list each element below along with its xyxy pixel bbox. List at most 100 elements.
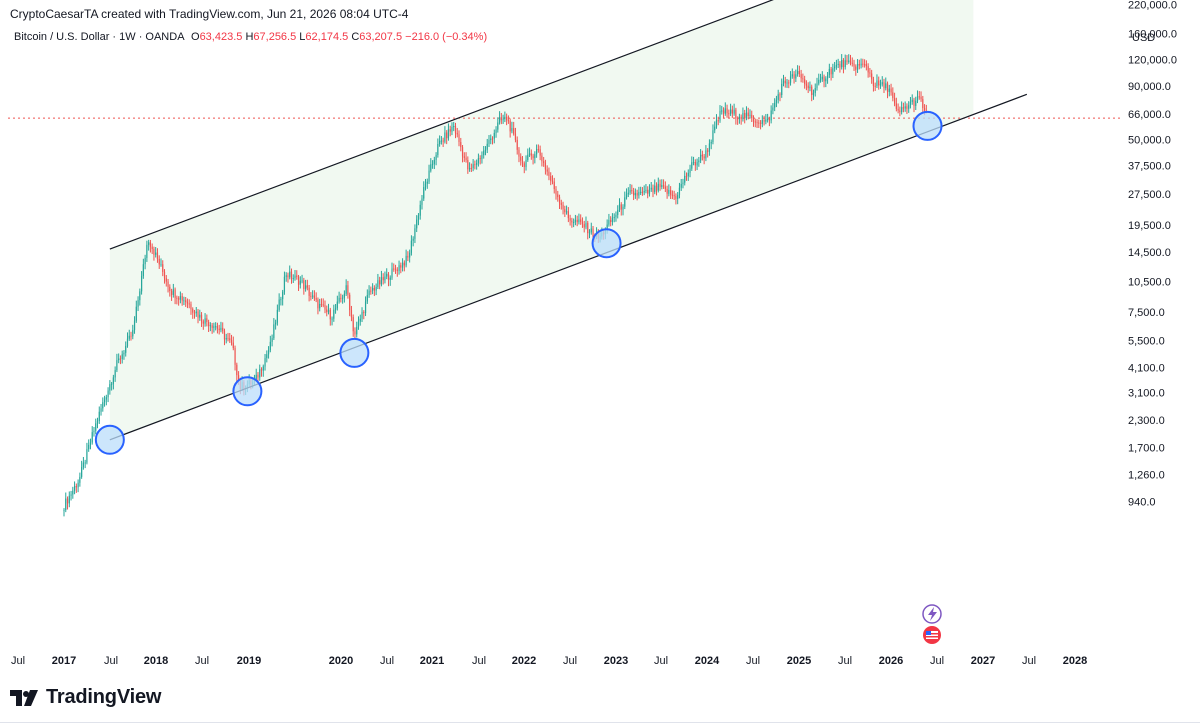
candle-body bbox=[123, 352, 125, 355]
candle-body bbox=[608, 220, 610, 225]
candle-body bbox=[359, 318, 361, 322]
candle-body bbox=[578, 219, 580, 223]
candle-body bbox=[437, 143, 439, 155]
time-axis[interactable]: Jul 2017 Jul 2018 Jul 2019 2020 Jul 2021 Jul 2022 J… bbox=[11, 655, 1087, 667]
candle-body bbox=[331, 318, 333, 320]
candle-body bbox=[401, 262, 404, 268]
candle-body bbox=[387, 273, 390, 280]
candle-body bbox=[260, 369, 263, 371]
candle-body bbox=[446, 132, 448, 139]
candle-body bbox=[334, 308, 337, 310]
candle-body bbox=[664, 186, 666, 189]
currency-label: USD bbox=[1132, 32, 1156, 44]
candle-body bbox=[513, 128, 515, 134]
candle-body bbox=[849, 60, 852, 63]
candle-body bbox=[109, 384, 111, 391]
candle-body bbox=[742, 113, 744, 119]
candle-body bbox=[338, 297, 340, 302]
candle-body bbox=[470, 167, 472, 169]
candle-body bbox=[726, 108, 728, 114]
x-tick-label: Jul bbox=[930, 655, 944, 667]
us-flag-icon[interactable] bbox=[923, 626, 941, 644]
candle-body bbox=[126, 338, 129, 346]
candle-body bbox=[266, 354, 268, 359]
candle-body bbox=[481, 155, 483, 160]
candle-body bbox=[747, 112, 749, 116]
candle-body bbox=[326, 309, 328, 313]
candle-body bbox=[72, 490, 74, 495]
candle-body bbox=[162, 264, 164, 272]
candle-body bbox=[682, 182, 684, 184]
candle-body bbox=[767, 119, 769, 121]
symbol-legend[interactable]: Bitcoin / U.S. Dollar · 1W · OANDA O63,4… bbox=[14, 31, 487, 43]
candle-body bbox=[904, 106, 906, 109]
candle-body bbox=[476, 162, 478, 165]
candle-body bbox=[317, 299, 319, 309]
candle-body bbox=[544, 162, 547, 170]
touch-point-marker bbox=[339, 337, 370, 368]
candle-body bbox=[650, 187, 652, 190]
price-axis[interactable]: 400,000.0300,000.0220,000.0160,000.0120,… bbox=[1128, 0, 1177, 508]
channel-upper-line[interactable] bbox=[109, 0, 974, 250]
candle-body bbox=[636, 193, 638, 196]
candle-body bbox=[793, 74, 795, 79]
flash-icon[interactable] bbox=[922, 604, 942, 624]
candle-body bbox=[758, 122, 760, 124]
candle-body bbox=[581, 221, 584, 225]
candle-body bbox=[467, 160, 469, 170]
candle-body bbox=[640, 191, 642, 193]
candle-body bbox=[285, 275, 287, 277]
candle-body bbox=[290, 271, 293, 279]
candle-body bbox=[163, 271, 166, 279]
tradingview-logo[interactable]: TradingView bbox=[10, 686, 161, 709]
candle-body bbox=[789, 76, 792, 83]
candle-body bbox=[705, 150, 707, 159]
candle-body bbox=[883, 82, 885, 89]
candle-body bbox=[675, 196, 677, 199]
candle-body bbox=[386, 273, 388, 277]
candle-body bbox=[75, 486, 77, 488]
x-tick-label: 2022 bbox=[512, 655, 536, 667]
candle-body bbox=[707, 150, 709, 152]
close-label: C bbox=[351, 31, 360, 43]
candle-body bbox=[306, 285, 308, 288]
candle-body bbox=[308, 287, 310, 296]
channel-lower-line[interactable] bbox=[109, 93, 1028, 441]
candle-body bbox=[155, 252, 157, 255]
candle-body bbox=[237, 375, 240, 381]
candle-body bbox=[368, 290, 370, 296]
candle-body bbox=[557, 194, 559, 198]
candle-body bbox=[714, 126, 716, 131]
candle-body bbox=[197, 311, 199, 318]
candle-body bbox=[107, 390, 109, 398]
candle-body bbox=[176, 297, 178, 299]
candle-body bbox=[788, 82, 790, 84]
candle-body bbox=[297, 276, 300, 285]
candle-body bbox=[662, 185, 665, 187]
y-tick-label: 4,100.0 bbox=[1128, 362, 1165, 374]
x-tick-label: 2024 bbox=[695, 655, 720, 667]
candle-body bbox=[294, 275, 296, 279]
candle-body bbox=[142, 264, 144, 277]
candle-body bbox=[498, 117, 501, 123]
candle-body bbox=[324, 305, 326, 310]
candle-body bbox=[645, 189, 647, 191]
candle-body bbox=[149, 242, 152, 247]
candle-body bbox=[153, 249, 155, 255]
candle-body bbox=[73, 486, 76, 491]
candle-body bbox=[923, 108, 926, 111]
candle-body bbox=[797, 71, 799, 75]
candle-body bbox=[617, 209, 619, 215]
candle-body bbox=[828, 68, 830, 75]
candle-body bbox=[631, 190, 633, 192]
candle-body bbox=[111, 383, 113, 385]
candle-body bbox=[588, 232, 591, 234]
candle-body bbox=[897, 108, 899, 111]
candle-body bbox=[456, 133, 458, 135]
candle-body bbox=[915, 100, 917, 106]
candle-body bbox=[216, 326, 219, 329]
candle-body bbox=[694, 162, 696, 166]
candle-body bbox=[624, 197, 626, 207]
candle-body bbox=[759, 122, 762, 124]
